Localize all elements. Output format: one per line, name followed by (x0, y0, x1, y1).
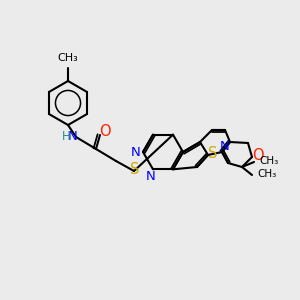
Text: S: S (208, 146, 218, 161)
Text: H: H (61, 130, 70, 142)
Text: S: S (130, 163, 140, 178)
Text: O: O (252, 148, 264, 163)
Text: O: O (99, 124, 111, 139)
Text: N: N (220, 140, 230, 154)
Text: CH₃: CH₃ (257, 169, 276, 179)
Text: N: N (146, 170, 156, 183)
Text: CH₃: CH₃ (259, 156, 278, 166)
Text: CH₃: CH₃ (58, 53, 78, 63)
Text: N: N (68, 130, 78, 142)
Text: N: N (131, 146, 141, 158)
